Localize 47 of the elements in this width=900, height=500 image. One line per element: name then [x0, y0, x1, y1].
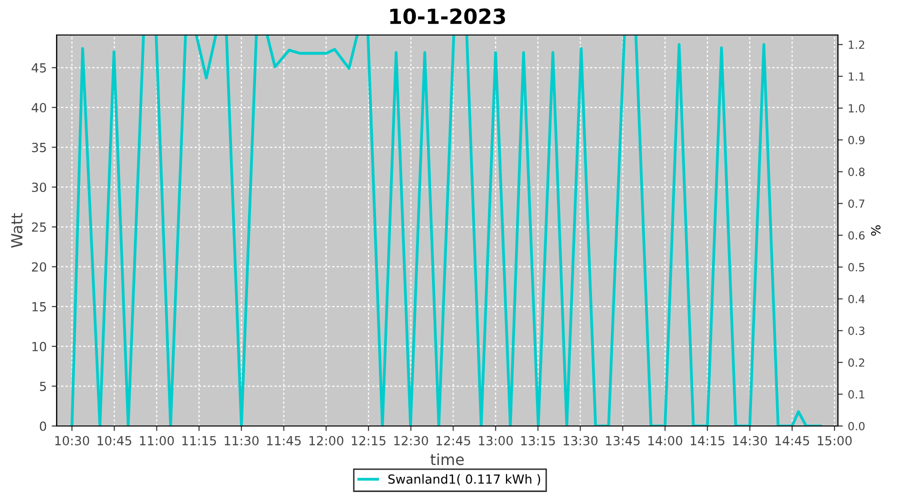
legend-label: Swanland1( 0.117 kWh )	[388, 474, 540, 486]
x-tick-label: 11:45	[267, 436, 301, 446]
y-tick-label: 45	[32, 63, 46, 73]
y-tick-label: 0	[40, 421, 46, 431]
x-tick-label: 12:15	[352, 436, 386, 446]
y2-tick-label: 0.5	[848, 263, 864, 272]
y2-tick-label: 1.1	[848, 72, 864, 81]
y-tick-label: 30	[32, 182, 46, 192]
x-tick-label: 13:00	[478, 436, 513, 446]
x-tick-label: 11:15	[182, 436, 216, 446]
y2-tick-label: 0.6	[848, 231, 865, 240]
y-tick-label: 20	[32, 262, 46, 272]
y2-tick-label: 0.0	[848, 422, 865, 430]
y2-tick-label: 0.9	[848, 136, 865, 144]
y2-tick-label: 0.7	[848, 199, 864, 208]
y-tick-label: 15	[32, 302, 46, 312]
x-tick-label: 13:45	[606, 436, 640, 446]
x-tick-label: 14:00	[648, 436, 682, 446]
y-tick-label: 10	[32, 342, 46, 352]
x-tick-label: 12:00	[310, 436, 344, 446]
y-tick-label: 35	[32, 142, 46, 152]
y-tick-label: 25	[32, 222, 46, 232]
y2-tick-label: 1.0	[848, 104, 865, 112]
y2-tick-label: 0.8	[848, 168, 865, 176]
x-tick-label: 14:15	[690, 436, 724, 446]
x-tick-label: 11:00	[140, 436, 174, 446]
x-tick-label: 11:30	[224, 436, 259, 446]
x-tick-label: 10:45	[98, 436, 132, 446]
x-tick-label: 15:00	[818, 436, 852, 446]
y2-tick-label: 0.1	[848, 390, 864, 399]
x-tick-label: 10:30	[55, 436, 90, 446]
y2-tick-label: 0.3	[848, 326, 864, 336]
y2-axis-title: %	[871, 225, 881, 236]
x-tick-label: 13:30	[564, 436, 598, 446]
y2-tick-label: 1.2	[848, 40, 864, 49]
x-tick-label: 12:45	[436, 436, 470, 446]
x-tick-label: 12:30	[394, 436, 428, 446]
x-tick-label: 14:30	[733, 436, 767, 446]
y-tick-label: 5	[40, 382, 46, 392]
y-tick-label: 40	[32, 102, 46, 112]
y-axis-title: Watt	[11, 213, 23, 248]
x-axis-title: time	[430, 453, 464, 466]
chart-title: 10-1-2023	[390, 8, 506, 24]
y2-tick-label: 0.2	[848, 358, 864, 367]
y2-tick-label: 0.4	[848, 294, 865, 304]
x-tick-label: 13:15	[521, 436, 555, 446]
x-tick-label: 14:45	[776, 436, 810, 446]
